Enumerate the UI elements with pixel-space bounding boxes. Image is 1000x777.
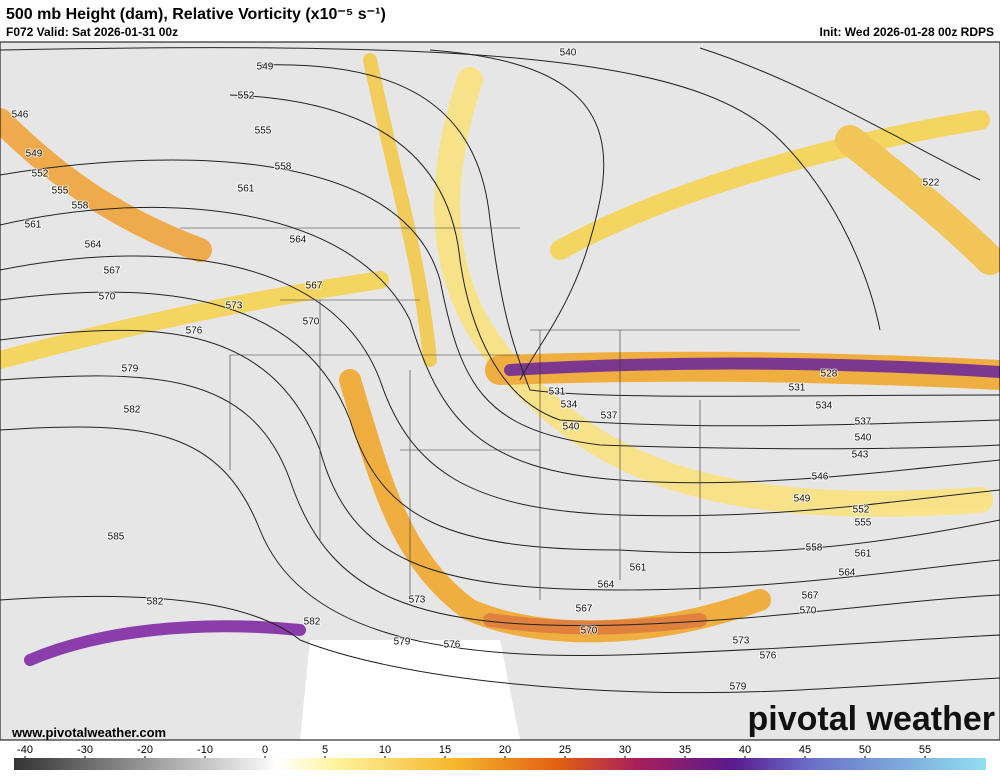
contour-label: 582 — [147, 597, 164, 608]
contour-label: 579 — [122, 364, 139, 375]
contour-label: 546 — [12, 110, 29, 121]
colorbar — [14, 758, 986, 770]
contour-label: 570 — [99, 292, 116, 303]
no-data-area — [300, 640, 520, 740]
colorbar-label: -20 — [137, 744, 153, 756]
colorbar-label: -30 — [77, 744, 93, 756]
contour-label: 555 — [255, 126, 272, 137]
contour-label: 585 — [108, 532, 125, 543]
logo: pivotal weather — [747, 700, 995, 738]
colorbar-label: 50 — [859, 744, 871, 756]
contour-label: 567 — [104, 266, 121, 277]
contour-label: 549 — [26, 149, 43, 160]
contour-label: 573 — [733, 636, 750, 647]
init-time: Init: Wed 2026-01-28 00z RDPS — [819, 25, 994, 39]
website: www.pivotalweather.com — [11, 725, 166, 740]
contour-label: 549 — [794, 494, 811, 505]
colorbar-label: 25 — [559, 744, 571, 756]
contour-label: 537 — [601, 411, 618, 422]
contour-label: 582 — [304, 617, 321, 628]
contour-label: 570 — [800, 606, 817, 617]
colorbar-label: 45 — [799, 744, 811, 756]
contour-label: 555 — [855, 518, 872, 529]
contour-label: 558 — [72, 201, 89, 212]
contour-label: 531 — [789, 383, 806, 394]
contour-label: 552 — [238, 91, 255, 102]
contour-label: 558 — [806, 543, 823, 554]
map-frame — [0, 41, 1000, 741]
contour-label: 576 — [760, 651, 777, 662]
contour-label: 543 — [852, 450, 869, 461]
contour-label: 561 — [25, 220, 42, 231]
contour-label: 579 — [394, 637, 411, 648]
colorbar-label: 10 — [379, 744, 391, 756]
colorbar-label: 55 — [919, 744, 931, 756]
contour-label: 546 — [812, 472, 829, 483]
valid-time: F072 Valid: Sat 2026-01-31 00z — [6, 25, 178, 39]
colorbar-label: -10 — [197, 744, 213, 756]
contour-label: 561 — [855, 549, 872, 560]
vorticity-bands — [0, 53, 1000, 666]
colorbar-label: 15 — [439, 744, 451, 756]
contour-label: 564 — [598, 580, 615, 591]
contour-label: 558 — [275, 162, 292, 173]
contour-label: 561 — [238, 184, 255, 195]
colorbar-label: 30 — [619, 744, 631, 756]
colorbar-label: 35 — [679, 744, 691, 756]
title: 500 mb Height (dam), Relative Vorticity … — [6, 6, 386, 23]
contour-label: 528 — [821, 369, 838, 380]
contour-label: 552 — [853, 505, 870, 516]
contour-label: 567 — [576, 604, 593, 615]
contour-label: 573 — [226, 301, 243, 312]
contour-label: 537 — [855, 417, 872, 428]
contour-label: 564 — [290, 235, 307, 246]
contour-label: 534 — [816, 401, 833, 412]
contour-label: 573 — [409, 595, 426, 606]
colorbar-label: 40 — [739, 744, 751, 756]
contour-label: 582 — [124, 405, 141, 416]
contour-label: 531 — [549, 387, 566, 398]
contour-label: 540 — [563, 422, 580, 433]
contour-label: 534 — [561, 400, 578, 411]
colorbar-label: 0 — [262, 744, 268, 756]
contour-label: 549 — [257, 62, 274, 73]
colorbar-label: 20 — [499, 744, 511, 756]
borders — [180, 227, 800, 600]
contour-label: 555 — [52, 186, 69, 197]
contour-label: 567 — [802, 591, 819, 602]
colorbar-label: -40 — [17, 744, 33, 756]
colorbar-label: 5 — [322, 744, 328, 756]
contour-label: 522 — [923, 178, 940, 189]
contour-label: 564 — [85, 240, 102, 251]
contour-label: 576 — [186, 326, 203, 337]
contour-label: 579 — [730, 682, 747, 693]
contour-label: 570 — [581, 626, 598, 637]
contour-label: 540 — [560, 48, 577, 59]
contour-label: 564 — [839, 568, 856, 579]
contour-label: 567 — [306, 281, 323, 292]
height-contours — [0, 47, 1000, 694]
contour-label: 540 — [855, 433, 872, 444]
contour-label: 570 — [303, 317, 320, 328]
contour-label: 552 — [32, 169, 49, 180]
contour-label: 576 — [444, 640, 461, 651]
contour-label: 561 — [630, 563, 647, 574]
